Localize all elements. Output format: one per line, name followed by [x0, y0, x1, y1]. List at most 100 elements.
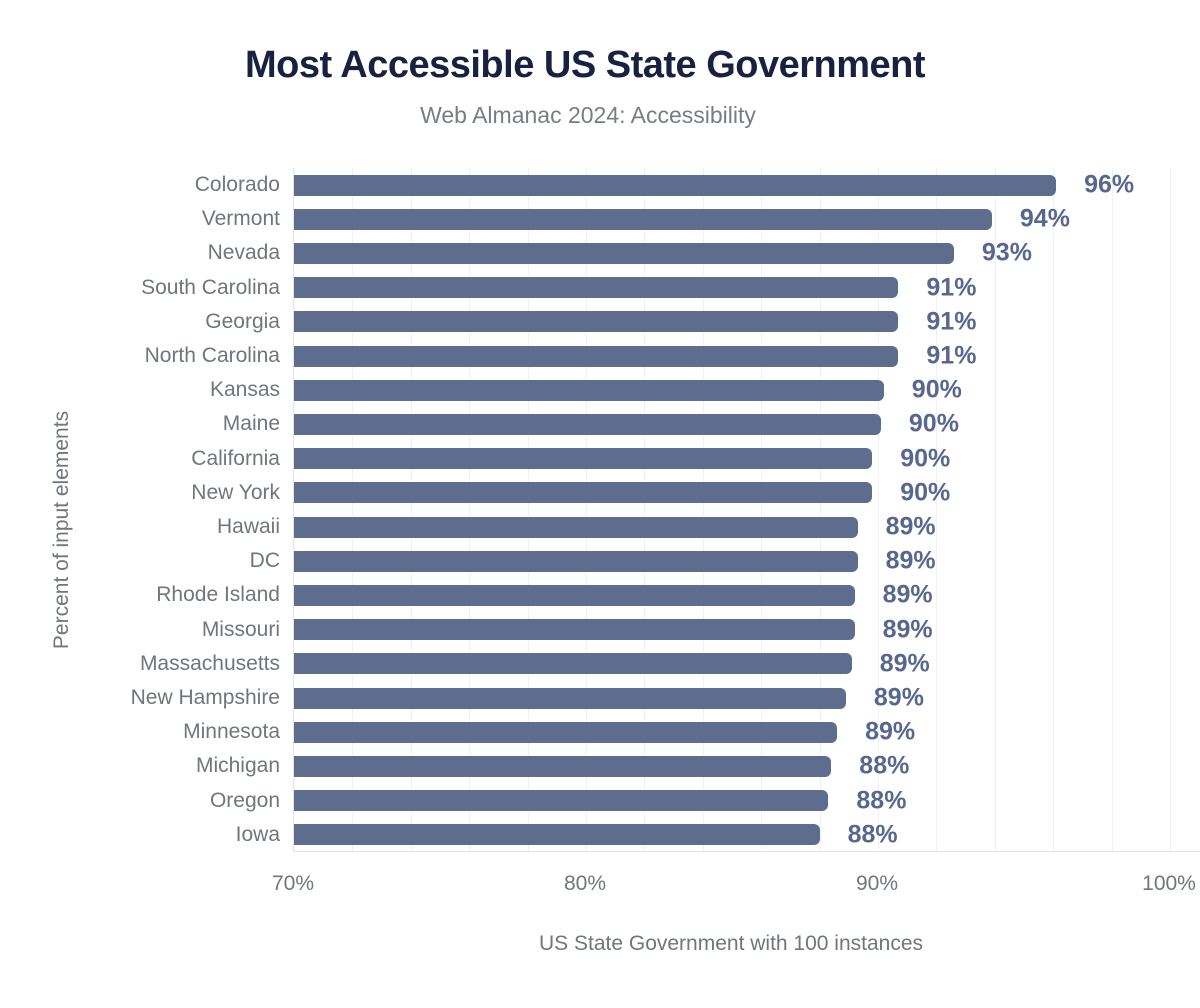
category-label: Minnesota — [183, 720, 280, 744]
bar-row: 90% — [294, 476, 1200, 510]
gridline — [1170, 168, 1171, 851]
category-label: Nevada — [207, 241, 280, 265]
value-label: 90% — [911, 375, 962, 404]
bar-row: 91% — [294, 305, 1200, 339]
category-label: Kansas — [209, 378, 280, 402]
bar-row: 89% — [294, 681, 1200, 715]
x-tick-label: 100% — [1142, 872, 1196, 895]
bar — [294, 448, 873, 470]
bar — [294, 208, 992, 230]
bar — [294, 687, 846, 709]
plot-area: 96% 94% 93% 91% 91% 91% 90% 90% 90% 90% 89% 89% 89% 8… — [293, 168, 1200, 852]
chart-subtitle: Web Almanac 2024: Accessibility — [420, 102, 756, 128]
bar — [294, 379, 884, 401]
bar-row: 90% — [294, 373, 1200, 407]
value-label: 90% — [900, 444, 951, 473]
value-label: 89% — [879, 649, 930, 678]
category-label: DC — [249, 549, 280, 573]
x-axis-title: US State Government with 100 instances — [538, 932, 924, 955]
category-label: Rhode Island — [156, 583, 280, 607]
value-label: 94% — [1019, 204, 1070, 233]
bar — [294, 482, 873, 504]
gridline — [761, 168, 763, 851]
value-label: 89% — [882, 580, 933, 609]
gridline — [1053, 168, 1055, 851]
x-tick-label: 80% — [563, 872, 607, 895]
gridline — [702, 168, 704, 851]
category-label: California — [191, 446, 280, 470]
bar-row: 91% — [294, 271, 1200, 305]
category-label: Michigan — [195, 754, 280, 778]
value-label: 88% — [859, 751, 910, 780]
value-label: 88% — [847, 820, 898, 849]
bar — [294, 345, 899, 367]
value-label: 89% — [865, 717, 916, 746]
bar — [294, 242, 954, 264]
bar-row: 89% — [294, 544, 1200, 578]
value-label: 91% — [926, 273, 977, 302]
bar — [294, 790, 829, 812]
bar — [294, 584, 855, 606]
value-label: 90% — [900, 478, 951, 507]
category-label: Vermont — [201, 207, 280, 231]
bar-row: 88% — [294, 749, 1200, 783]
bar-row: 89% — [294, 647, 1200, 681]
category-label: Colorado — [194, 173, 280, 196]
bar — [294, 653, 852, 675]
bar-row: 90% — [294, 407, 1200, 441]
bar — [294, 516, 858, 538]
category-label: Iowa — [235, 822, 280, 846]
bar — [294, 619, 855, 641]
gridline — [936, 168, 938, 851]
gridline — [878, 168, 879, 851]
category-label: New Hampshire — [130, 686, 280, 709]
category-label: Hawaii — [216, 515, 280, 538]
gridline — [994, 168, 996, 851]
bar-row: 88% — [294, 818, 1200, 852]
category-label: Maine — [222, 412, 280, 436]
bar-row: 89% — [294, 510, 1200, 544]
gridline — [644, 168, 646, 851]
category-label: Georgia — [205, 309, 280, 333]
value-label: 89% — [873, 683, 924, 712]
category-label: Massachusetts — [139, 651, 280, 675]
bar-row: 89% — [294, 613, 1200, 647]
gridline — [819, 168, 821, 851]
bar — [294, 721, 838, 743]
value-label: 89% — [885, 546, 936, 575]
gridline — [469, 168, 471, 851]
gridline — [527, 168, 529, 851]
category-label: New York — [191, 480, 280, 504]
category-label: Oregon — [209, 788, 280, 812]
value-label: 89% — [885, 512, 936, 541]
value-label: 91% — [926, 341, 977, 370]
value-label: 93% — [981, 238, 1032, 267]
value-label: 91% — [926, 307, 977, 336]
value-label: 89% — [882, 615, 933, 644]
value-label: 96% — [1084, 170, 1135, 199]
bar-row: 93% — [294, 236, 1200, 270]
category-label: North Carolina — [144, 344, 280, 367]
bar — [294, 413, 881, 435]
bar-row: 89% — [294, 578, 1200, 612]
chart-title: Most Accessible US State Government — [244, 44, 926, 86]
bar — [294, 550, 858, 572]
category-label: Missouri — [201, 617, 280, 641]
bar-row: 91% — [294, 339, 1200, 373]
value-label: 90% — [908, 409, 959, 438]
bar-row: 96% — [294, 168, 1200, 202]
bar-row: 94% — [294, 202, 1200, 236]
bar-row: 88% — [294, 784, 1200, 818]
bar-row: 89% — [294, 715, 1200, 749]
bar — [294, 824, 820, 846]
bar-row: 90% — [294, 442, 1200, 476]
x-tick-label: 90% — [855, 872, 899, 895]
bar — [294, 755, 832, 777]
x-tick-label: 70% — [271, 872, 315, 895]
category-label: South Carolina — [141, 275, 280, 299]
bar — [294, 174, 1057, 196]
value-label: 88% — [856, 786, 907, 815]
gridline — [410, 168, 412, 851]
gridline — [352, 168, 354, 851]
